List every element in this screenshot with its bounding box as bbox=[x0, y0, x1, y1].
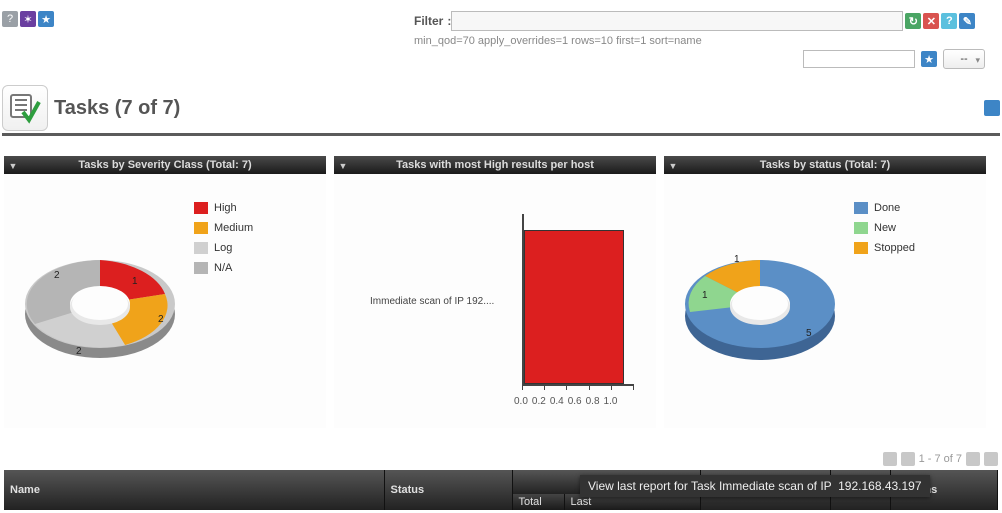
edit-filter-icon[interactable]: ✎ bbox=[959, 13, 975, 29]
filter-help-icon[interactable]: ? bbox=[941, 13, 957, 29]
filter-name-input[interactable] bbox=[803, 50, 915, 68]
col-total[interactable]: Total bbox=[512, 494, 564, 510]
severity-chart: 1 2 2 2 bbox=[10, 204, 190, 404]
save-filter-icon[interactable]: ★ bbox=[921, 51, 937, 67]
clear-filter-icon[interactable]: ✕ bbox=[923, 13, 939, 29]
panel-severity: ▼ Tasks by Severity Class (Total: 7) 1 2 bbox=[4, 156, 326, 428]
legend-high[interactable]: High bbox=[194, 198, 253, 218]
col-status[interactable]: Status bbox=[384, 470, 512, 510]
panel-severity-header: ▼ Tasks by Severity Class (Total: 7) bbox=[4, 156, 326, 174]
svg-text:1: 1 bbox=[734, 254, 740, 265]
panel-highresults-header: ▼ Tasks with most High results per host bbox=[334, 156, 656, 174]
last-page-button[interactable] bbox=[984, 452, 998, 466]
page-title: Tasks (7 of 7) bbox=[54, 97, 180, 120]
top-icon-bar: ? ✶ ★ bbox=[2, 11, 54, 27]
bar-rect[interactable] bbox=[524, 230, 624, 384]
filter-action-icons: ↻ ✕ ? ✎ bbox=[905, 13, 975, 29]
bar-y-label: Immediate scan of IP 192.... bbox=[370, 296, 494, 307]
hover-tooltip: View last report for Task Immediate scan… bbox=[580, 475, 930, 497]
legend-new[interactable]: New bbox=[854, 218, 915, 238]
svg-text:2: 2 bbox=[54, 270, 60, 281]
pager-text: 1 - 7 of 7 bbox=[919, 453, 962, 465]
panel-menu-icon[interactable]: ▼ bbox=[336, 157, 350, 171]
svg-text:1: 1 bbox=[702, 290, 708, 301]
wizard-icon[interactable]: ✶ bbox=[20, 11, 36, 27]
panel-highresults: ▼ Tasks with most High results per host … bbox=[334, 156, 656, 428]
dashboard-panels: ▼ Tasks by Severity Class (Total: 7) 1 2 bbox=[4, 156, 986, 428]
panel-status-header: ▼ Tasks by status (Total: 7) bbox=[664, 156, 986, 174]
filter-explain: min_qod=70 apply_overrides=1 rows=10 fir… bbox=[414, 35, 702, 47]
legend-medium[interactable]: Medium bbox=[194, 218, 253, 238]
col-name[interactable]: Name bbox=[4, 470, 384, 510]
new-icon[interactable]: ★ bbox=[38, 11, 54, 27]
filter-dropdown[interactable]: -- bbox=[943, 49, 985, 69]
panel-highresults-body: Immediate scan of IP 192.... 0.0 0.2 0.4 bbox=[334, 174, 656, 428]
next-page-button[interactable] bbox=[966, 452, 980, 466]
panel-status: ▼ Tasks by status (Total: 7) 5 1 1 Done … bbox=[664, 156, 986, 428]
legend-stopped[interactable]: Stopped bbox=[854, 238, 915, 258]
panel-severity-body: 1 2 2 2 High Medium Log N/A bbox=[4, 174, 326, 428]
panel-menu-icon[interactable]: ▼ bbox=[666, 157, 680, 171]
svg-text:2: 2 bbox=[158, 314, 164, 325]
apply-filter-icon[interactable]: ↻ bbox=[905, 13, 921, 29]
filter-bar: Filter: ↻ ✕ ? ✎ bbox=[414, 11, 975, 31]
filter-label: Filter bbox=[414, 14, 443, 28]
status-chart: 5 1 1 bbox=[670, 204, 850, 404]
help-icon[interactable]: ? bbox=[2, 11, 18, 27]
severity-legend: High Medium Log N/A bbox=[194, 198, 253, 278]
svg-text:5: 5 bbox=[806, 328, 812, 339]
status-legend: Done New Stopped bbox=[854, 198, 915, 258]
bar-chart bbox=[524, 214, 634, 384]
page-title-row: Tasks (7 of 7) bbox=[2, 85, 1000, 136]
svg-text:1: 1 bbox=[132, 276, 138, 287]
legend-log[interactable]: Log bbox=[194, 238, 253, 258]
pager: 1 - 7 of 7 bbox=[4, 448, 998, 470]
prev-page-button[interactable] bbox=[901, 452, 915, 466]
panel-status-body: 5 1 1 Done New Stopped bbox=[664, 174, 986, 428]
legend-na[interactable]: N/A bbox=[194, 258, 253, 278]
filter-save-controls: ★ -- bbox=[803, 49, 985, 69]
legend-done[interactable]: Done bbox=[854, 198, 915, 218]
x-tick-labels: 0.0 0.2 0.4 0.6 0.8 1.0 bbox=[514, 396, 617, 407]
filter-input[interactable] bbox=[451, 11, 903, 31]
svg-text:2: 2 bbox=[76, 346, 82, 357]
first-page-button[interactable] bbox=[883, 452, 897, 466]
tasks-icon bbox=[2, 85, 48, 131]
panel-menu-icon[interactable]: ▼ bbox=[6, 157, 20, 171]
dashboard-config-icon[interactable] bbox=[984, 100, 1000, 116]
